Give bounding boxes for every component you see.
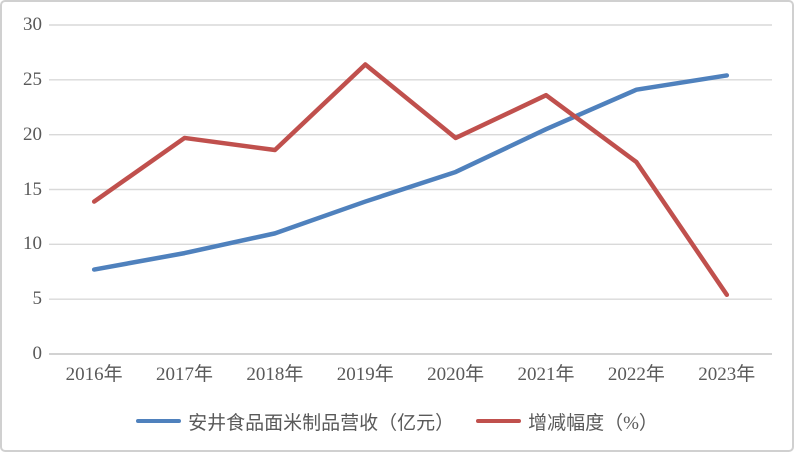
x-tick-label: 2017年 — [156, 364, 214, 385]
legend-line-swatch-blue — [136, 419, 182, 423]
y-tick-label: 5 — [32, 288, 43, 310]
x-tick-label: 2019年 — [336, 364, 394, 385]
x-tick-label: 2018年 — [246, 364, 304, 385]
series-line-1 — [91, 62, 730, 298]
legend-item-revenue: 安井食品面米制品营收（亿元） — [136, 408, 454, 435]
legend-line-swatch-red — [476, 419, 522, 423]
x-tick-label: 2022年 — [607, 364, 665, 385]
y-tick-label: 30 — [23, 14, 42, 36]
y-tick-label: 0 — [32, 343, 43, 365]
x-tick-label: 2016年 — [65, 364, 123, 385]
legend-label-growth: 增减幅度（%） — [528, 412, 658, 434]
y-tick-label: 25 — [23, 68, 42, 90]
y-tick-label: 10 — [23, 233, 42, 255]
legend-label-revenue: 安井食品面米制品营收（亿元） — [188, 412, 455, 434]
x-tick-label: 2023年 — [698, 364, 756, 385]
x-tick-label: 2021年 — [517, 364, 575, 385]
y-tick-label: 20 — [23, 123, 42, 145]
series-line-0 — [91, 73, 730, 272]
y-tick-label: 15 — [23, 178, 42, 200]
x-tick-label: 2020年 — [427, 364, 485, 385]
legend: 安井食品面米制品营收（亿元） 增减幅度（%） — [2, 406, 792, 436]
legend-item-growth: 增减幅度（%） — [476, 408, 658, 435]
